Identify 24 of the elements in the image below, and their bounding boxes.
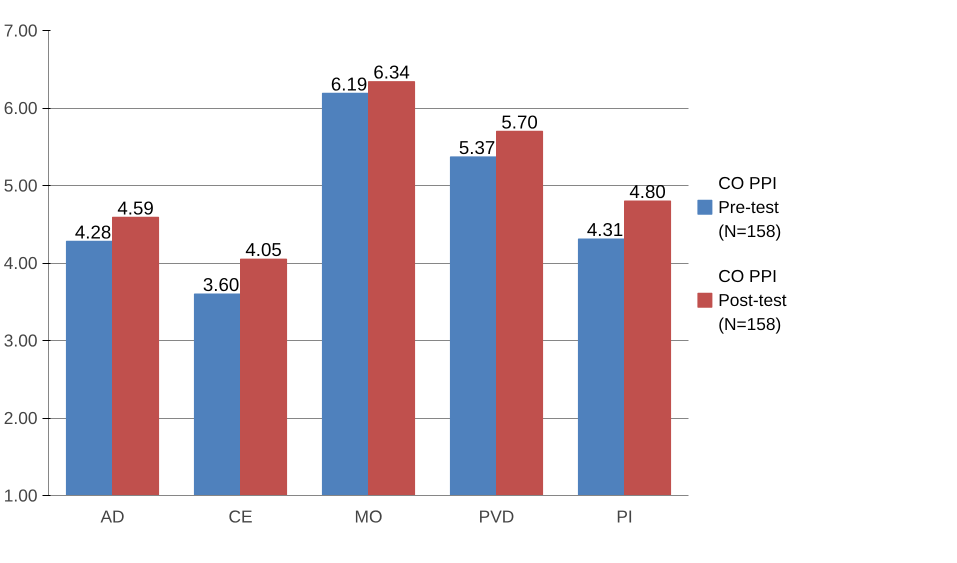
x-tick-label: AD <box>100 506 125 526</box>
x-tick-label: PI <box>616 506 633 526</box>
y-tick-label: 7.00 <box>4 20 38 40</box>
data-label: 6.19 <box>330 73 368 94</box>
data-label: 4.28 <box>74 221 112 242</box>
data-label: 4.31 <box>586 218 624 240</box>
legend-label: CO PPI Post-test (N=158) <box>718 266 787 334</box>
data-label: 5.70 <box>501 111 538 132</box>
x-tick-label: CE <box>228 506 253 526</box>
data-label: 6.34 <box>373 62 410 83</box>
data-label: 4.05 <box>245 239 282 260</box>
x-tick-label: PVD <box>478 506 514 526</box>
y-tick-label: 4.00 <box>4 253 38 273</box>
legend-label: CO PPI Pre-test (N=158) <box>718 173 782 242</box>
y-tick-label: 5.00 <box>4 176 38 196</box>
data-label: 3.60 <box>202 274 240 295</box>
y-tick-label: 6.00 <box>4 98 38 118</box>
data-label: 4.80 <box>629 181 666 202</box>
y-tick-label: 2.00 <box>4 408 38 428</box>
data-label: 4.59 <box>117 197 154 218</box>
y-tick-label: 1.00 <box>4 486 38 506</box>
data-label: 5.37 <box>458 136 496 158</box>
y-tick-label: 3.00 <box>4 330 38 350</box>
x-tick-label: MO <box>354 506 382 526</box>
